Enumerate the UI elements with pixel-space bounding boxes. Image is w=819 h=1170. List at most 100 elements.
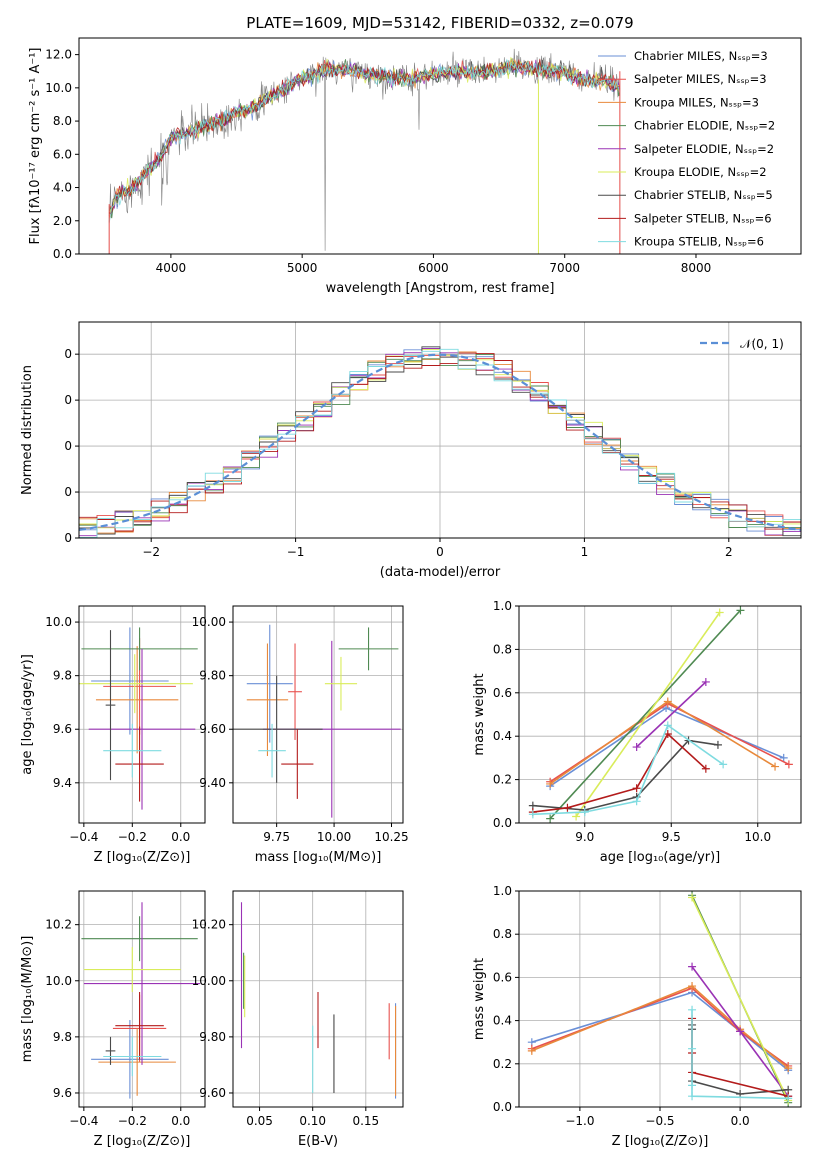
y-tick-label: 9.60 [199, 722, 226, 736]
y-tick-label: 9.80 [199, 669, 226, 683]
data-point-marker [713, 740, 722, 749]
x-tick-label: 8000 [681, 261, 712, 275]
axes-border [232, 890, 404, 1108]
data-point-marker [688, 962, 697, 971]
point-salpeter-elodie [88, 648, 196, 810]
axes-frame: −2 −1 0 1 2 0 0 0 0 0 (data-model)/error Normed dis… [20, 321, 802, 580]
data-point-marker [779, 753, 788, 762]
data-point-marker [784, 1064, 793, 1073]
data-point-marker [528, 810, 537, 819]
y-tick-label: 9.8 [53, 669, 72, 683]
panel-weight-vs-Z: −1.0 −0.5 0.0 0.0 0.2 0.4 0.6 0.8 1.0 Z [log₁₀(Z/… [472, 884, 802, 1149]
point-chabrier-elodie [338, 627, 399, 671]
series-chabrier-miles [546, 703, 788, 791]
legend-label-chabrier-stelib: Chabrier STELIB, Nₛₛₚ=5 [634, 188, 773, 202]
data-point-marker [688, 893, 697, 902]
series-salpeter-elodie [632, 677, 710, 752]
y-tick-label: 1.0 [493, 884, 512, 898]
data-point-marker [663, 697, 672, 706]
point-chabrier-miles [91, 1020, 169, 1099]
model-line-chabrier-miles [108, 60, 621, 217]
series-line [636, 681, 707, 748]
y-tick-label: 9.6 [53, 1086, 72, 1100]
x-axis-label: E(B-V) [298, 1134, 338, 1149]
y-tick-label: 0 [64, 347, 72, 361]
data-point-marker [688, 1081, 697, 1090]
x-tick-label: 7000 [549, 261, 580, 275]
point-chabrier-miles [91, 627, 169, 735]
legend-label-salpeter-miles: Salpeter MILES, Nₛₛₚ=3 [634, 72, 767, 86]
plot-area [79, 606, 205, 823]
series-line [575, 612, 721, 817]
data-point-marker [688, 1005, 697, 1014]
axes-frame: −0.4 −0.2 0.0 9.6 9.8 10.0 10.2 Z [log₁₀(Z/Z⊙)]… [20, 890, 206, 1149]
x-axis-label: Z [log₁₀(Z/Z⊙)] [94, 850, 191, 865]
axes-border [78, 605, 206, 824]
y-tick-label: 0.2 [493, 773, 512, 787]
legend-label-kroupa-stelib: Kroupa STELIB, Nₛₛₚ=6 [634, 235, 764, 249]
point-kroupa-elodie [324, 656, 358, 711]
y-tick-label: 12.0 [45, 48, 72, 62]
model-line-salpeter-stelib [108, 59, 620, 215]
data-point-marker [784, 760, 793, 769]
y-axis-label: mass weight [472, 673, 487, 755]
x-tick-label: −0.2 [118, 1114, 147, 1128]
series-line [532, 732, 707, 813]
legend-label-normal: 𝒩(0, 1) [740, 337, 784, 351]
data-point-marker [563, 803, 572, 812]
x-axis-label: Z [log₁₀(Z/Z⊙)] [94, 1134, 191, 1149]
panel-mass-vs-EBV: 0.05 0.10 0.15 9.60 9.80 10.00 10.20 E(B-V) [192, 890, 404, 1149]
axes-border [78, 890, 206, 1108]
legend-label-salpeter-elodie: Salpeter ELODIE, Nₛₛₚ=2 [634, 142, 774, 156]
y-tick-label: 0.2 [493, 1057, 512, 1071]
point-kroupa-miles [95, 646, 179, 754]
x-axis-label: (data-model)/error [380, 565, 501, 580]
x-tick-label: −0.2 [118, 830, 147, 844]
y-axis-label: mass weight [472, 958, 487, 1040]
data-point-marker [715, 608, 724, 617]
y-tick-label: 10.0 [45, 81, 72, 95]
data-point-marker [632, 784, 641, 793]
x-tick-label: 1 [581, 545, 589, 559]
y-tick-label: 10.00 [192, 974, 226, 988]
x-tick-label: −0.4 [69, 830, 98, 844]
plot-area [519, 891, 801, 1107]
x-tick-label: 2 [725, 545, 733, 559]
axes-frame: 9.75 10.00 10.25 9.40 9.60 9.80 10.00 mass [log… [192, 605, 409, 865]
y-tick-label: 0.0 [493, 1100, 512, 1114]
x-tick-label: −2 [142, 545, 160, 559]
point-kroupa-miles [246, 643, 289, 757]
series-line [532, 724, 724, 816]
axes-frame: −1.0 −0.5 0.0 0.0 0.2 0.4 0.6 0.8 1.0 Z [log₁₀(Z/… [472, 884, 802, 1149]
series-kroupa-elodie [572, 608, 724, 821]
plot-area [233, 891, 403, 1107]
y-tick-label: 9.8 [53, 1030, 72, 1044]
data-point-marker [771, 762, 780, 771]
y-tick-label: 0 [64, 439, 72, 453]
panel-age-vs-mass: 9.75 10.00 10.25 9.40 9.60 9.80 10.00 mass [log… [192, 605, 409, 865]
x-tick-label: 0.05 [246, 1114, 273, 1128]
y-tick-label: 0.4 [493, 1014, 512, 1028]
point-kroupa-elodie [83, 947, 181, 992]
y-axis-label: Flux [fλ10⁻¹⁷ erg cm⁻² s⁻¹ A⁻¹] [28, 48, 43, 245]
point-salpeter-stelib [115, 991, 164, 1060]
y-tick-label: 9.40 [199, 776, 226, 790]
point-chabrier-elodie [81, 916, 198, 962]
panel-mass-vs-Z: −0.4 −0.2 0.0 9.6 9.8 10.0 10.2 Z [log₁₀(Z/Z⊙)]… [20, 890, 206, 1149]
point-chabrier-stelib [233, 675, 323, 783]
point-chabrier-stelib [105, 1036, 116, 1065]
data-point-marker [736, 1027, 745, 1036]
data-point-marker [546, 814, 555, 823]
y-axis-label: Normed distribution [20, 365, 35, 495]
point-kroupa-stelib [103, 1036, 162, 1077]
point-salpeter-miles [288, 643, 302, 740]
point-kroupa-stelib [258, 723, 286, 778]
data-point-marker [688, 1044, 697, 1053]
y-tick-label: 10.2 [45, 918, 72, 932]
data-point-marker [719, 760, 728, 769]
legend-label-chabrier-miles: Chabrier MILES, Nₛₛₚ=3 [634, 49, 768, 63]
x-tick-label: 0.15 [352, 1114, 379, 1128]
axes-border [232, 605, 404, 824]
x-tick-label: 10.0 [744, 830, 771, 844]
x-tick-label: 9.5 [662, 830, 681, 844]
